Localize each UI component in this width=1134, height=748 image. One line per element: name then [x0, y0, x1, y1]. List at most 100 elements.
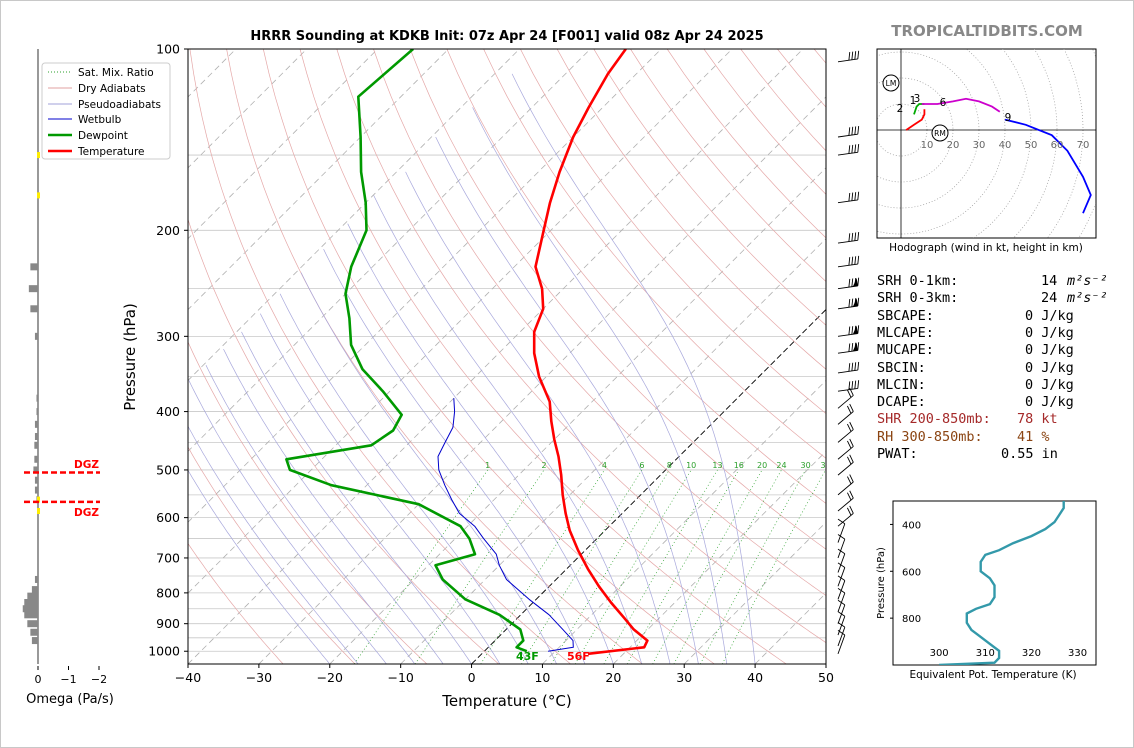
- theta-e-y-tick-label: 600: [902, 567, 921, 578]
- wind-barb-staff: [837, 461, 854, 476]
- pseudoadiabat: [259, 313, 501, 664]
- wind-barb-staff: [837, 627, 846, 647]
- wind-barb-flag: [851, 126, 854, 136]
- y-tick-label: 700: [156, 550, 180, 565]
- omega-tick-label: 0: [35, 673, 42, 686]
- omega-bar: [36, 394, 38, 402]
- wind-barb-flag: [837, 518, 846, 525]
- dry-adiabat: [299, 49, 787, 664]
- wind-barb-flag: [854, 192, 857, 201]
- isotherm: [258, 96, 826, 664]
- wind-barb-flag: [857, 297, 860, 307]
- wind-barb-staff: [837, 580, 846, 600]
- hodograph-ring-label: 40: [999, 140, 1012, 151]
- wind-barb-flag: [851, 144, 854, 154]
- wind-barb-staff: [837, 151, 858, 156]
- wind-barb-flag: [837, 599, 846, 606]
- wind-barb: [837, 630, 846, 654]
- mixing-ratio-line: [480, 469, 605, 664]
- legend-wetbulb: Wetbulb: [78, 114, 122, 126]
- hodograph-storm-marker: [882, 74, 900, 92]
- wind-barb-flag: [854, 232, 857, 241]
- wind-barb-flag: [848, 299, 851, 308]
- hodograph-storm-marker: [931, 124, 949, 142]
- omega-bar: [37, 508, 40, 515]
- stat-label: SRH 0-3km:: [877, 290, 959, 307]
- stat-value: 0 J/kg: [1025, 394, 1074, 411]
- legend-pseudoadiabats: Pseudoadiabats: [78, 99, 161, 111]
- wind-barb-flag: [849, 454, 854, 463]
- wind-barb: [837, 438, 854, 460]
- wind-barb: [837, 611, 846, 636]
- stat-row: SBCAPE: 0 J/kg: [877, 308, 1074, 324]
- stat-row: MLCAPE: 0 J/kg: [877, 325, 1074, 341]
- y-tick-label: 900: [156, 616, 180, 631]
- skewt-background-lines: 1 2 4 6 8 10 13 16 20 24 30 36: [188, 49, 830, 664]
- theta-e-y-tick-label: 800: [902, 614, 921, 625]
- wind-barb-flag: [851, 51, 854, 60]
- dry-adiabat: [188, 542, 284, 664]
- wind-barb-flag: [847, 389, 852, 398]
- hodograph-ring-label: 20: [947, 140, 960, 151]
- stat-label: PWAT:: [877, 446, 918, 462]
- mixing-ratio-label: 1: [485, 461, 490, 470]
- mixing-ratio-label: 13: [712, 461, 722, 470]
- wind-barb: [837, 50, 860, 63]
- wind-barb-flag: [854, 51, 857, 60]
- wind-barb-staff: [837, 333, 858, 337]
- wind-barb: [837, 387, 854, 409]
- wind-barb: [837, 144, 860, 156]
- wind-barb: [837, 403, 854, 425]
- wind-barb-flag: [854, 126, 857, 135]
- wind-barb-flag: [851, 278, 854, 287]
- dry-adiabat: [188, 341, 428, 664]
- theta-e-y-tick-label: 400: [902, 520, 921, 531]
- wind-barb-staff: [837, 567, 846, 587]
- stat-row: PWAT: 0.55 in: [877, 446, 1058, 462]
- dry-adiabat: [593, 49, 826, 326]
- wind-barb: [837, 421, 854, 443]
- wind-barb: [837, 297, 860, 310]
- stat-unit: m²s⁻²: [1067, 290, 1108, 307]
- mixing-ratio-line: [521, 469, 643, 664]
- wind-barb-flag: [857, 380, 860, 389]
- wind-barb-flag: [857, 325, 860, 334]
- stat-unit: m²s⁻²: [1067, 273, 1108, 289]
- wind-barb-staff: [837, 369, 858, 374]
- mixing-ratio-label: 8: [667, 461, 672, 470]
- wind-barb: [837, 361, 860, 374]
- wind-barb-flag: [837, 562, 846, 568]
- omega-bar: [31, 586, 38, 594]
- x-tick-label: −40: [175, 670, 201, 685]
- isotherm: [188, 49, 520, 382]
- mixing-ratio-label: 36: [820, 461, 830, 470]
- wind-barb: [837, 342, 860, 354]
- isotherm: [613, 450, 826, 664]
- omega-bar: [30, 305, 38, 313]
- dry-adiabat: [520, 49, 826, 414]
- wind-barb-flag: [847, 476, 852, 485]
- theta-e-panel: [939, 501, 1065, 665]
- mixing-ratio-line: [626, 469, 740, 664]
- wind-barb-flag: [851, 326, 854, 335]
- theta-e-x-tick-label: 320: [1022, 648, 1041, 659]
- wind-barb: [837, 454, 854, 476]
- mixing-ratio-line: [354, 469, 488, 664]
- hodograph-height-label: 2: [897, 103, 904, 115]
- x-tick-label: 0: [468, 670, 476, 685]
- pseudoadiabat: [323, 249, 586, 664]
- wind-barb-staff: [837, 446, 854, 460]
- mixing-ratio-line: [673, 469, 782, 664]
- wetbulb-profile: [437, 398, 574, 652]
- wind-barb-flag: [837, 534, 846, 540]
- pseudoadiabat: [205, 365, 416, 664]
- wind-barb-staff: [837, 263, 858, 268]
- y-tick-label: 200: [156, 223, 180, 238]
- omega-tick-label: −1: [60, 673, 76, 686]
- pseudoadiabat: [511, 73, 756, 664]
- wind-barb-flag: [849, 403, 854, 412]
- omega-bar: [34, 476, 38, 484]
- dry-adiabat: [188, 446, 356, 664]
- wind-barb-flag: [854, 380, 857, 389]
